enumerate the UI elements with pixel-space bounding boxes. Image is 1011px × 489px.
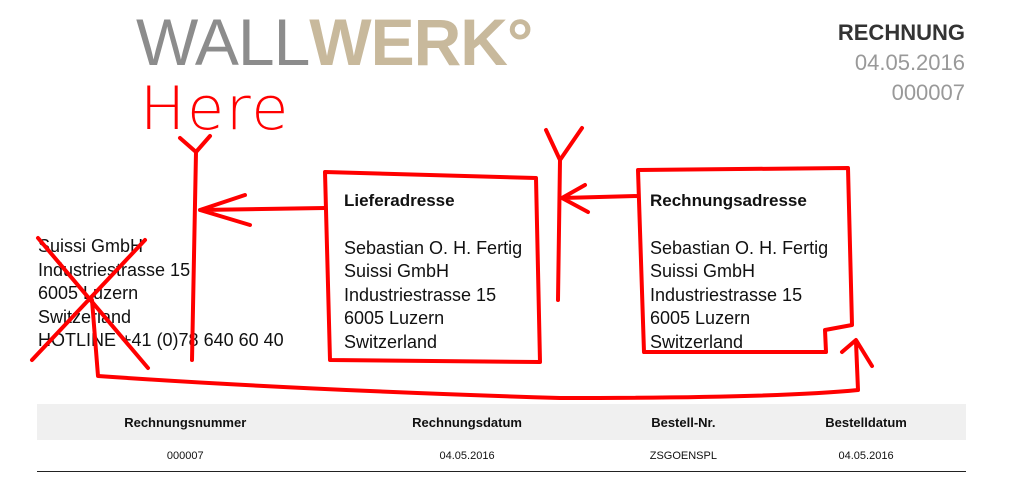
arrow-to-middle: [560, 183, 640, 214]
sender-address: Suissi GmbH Industriestrasse 15 6005 Luz…: [38, 236, 284, 351]
delivery-heading: Lieferadresse: [344, 191, 455, 210]
document-date: 04.05.2016: [854, 50, 965, 75]
arrow-down-middle: [544, 126, 584, 302]
table-row: 000007 04.05.2016 ZSGOENSPL 04.05.2016: [37, 440, 966, 472]
document-header: RECHNUNG 04.05.2016 000007: [838, 18, 965, 108]
wallwerk-logo: WALLWERK°: [136, 5, 533, 79]
billing-address: Rechnungsadresse Sebastian O. H. Fertig …: [650, 191, 829, 352]
document-number: 000007: [891, 80, 965, 105]
table-header-row: Rechnungsnummer Rechnungsdatum Bestell-N…: [37, 404, 966, 440]
document-title: RECHNUNG: [837, 20, 965, 45]
order-info-table: Rechnungsnummer Rechnungsdatum Bestell-N…: [37, 404, 966, 472]
billing-heading: Rechnungsadresse: [650, 191, 807, 210]
arrow-to-left-column: [198, 193, 327, 227]
delivery-address: Lieferadresse Sebastian O. H. Fertig Sui…: [344, 191, 523, 352]
annotation-here-text: Here: [140, 74, 291, 144]
